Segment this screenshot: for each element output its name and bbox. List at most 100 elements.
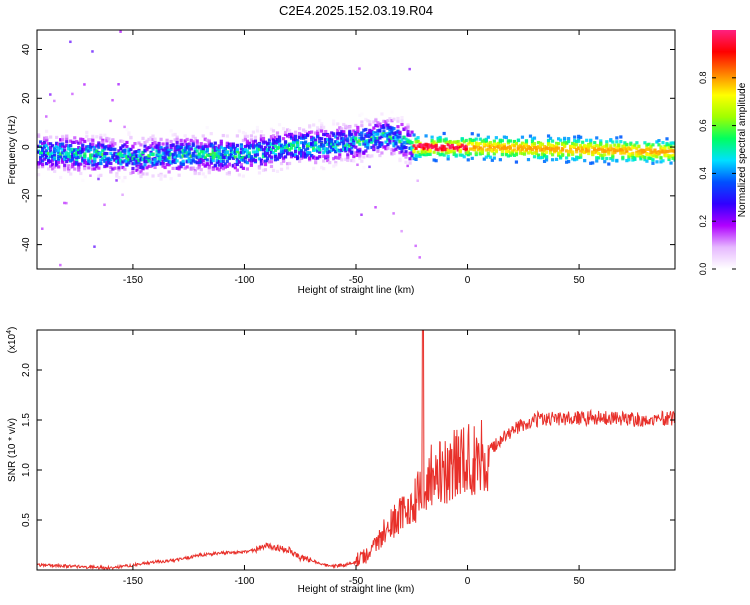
spectrogram-cell	[73, 148, 77, 152]
spectrogram-cell	[239, 143, 243, 147]
spectrogram-cell	[366, 154, 370, 158]
spectrogram-cell	[43, 150, 47, 155]
spectrogram-cell	[613, 150, 617, 155]
spectrogram-cell	[175, 144, 179, 148]
spectrogram-cell	[565, 156, 569, 160]
spectrogram-cell	[167, 163, 171, 167]
spectrogram-cell	[516, 138, 521, 142]
spectrogram-cell	[173, 156, 177, 160]
spectrogram-cell	[440, 145, 444, 149]
spectrogram-cell	[619, 151, 623, 155]
spectrogram-cell	[444, 140, 448, 145]
spectrogram-cell	[105, 152, 109, 156]
spectrogram-cell	[665, 137, 669, 141]
spectrogram-cell	[458, 149, 462, 153]
spectrogram-cell	[145, 166, 149, 170]
spectrogram-cell	[589, 144, 593, 148]
spectrogram-cell	[490, 149, 494, 153]
spectrogram-cell	[81, 143, 85, 147]
spectrogram-cell	[645, 159, 649, 163]
spectrogram-cell	[530, 151, 535, 155]
spectrogram-cell	[454, 153, 458, 157]
spectrogram-cell	[544, 158, 549, 162]
spectrogram-cell	[320, 124, 324, 128]
spectrogram-cell	[185, 160, 189, 164]
spectrogram-cell	[364, 127, 368, 132]
spectrogram-cell	[177, 165, 181, 169]
spectrogram-cell	[563, 143, 567, 147]
spectrogram-cell	[595, 136, 599, 140]
spectrogram-cell	[462, 146, 466, 150]
spectrogram-cell	[207, 140, 211, 144]
spectrogram-cell	[366, 119, 370, 123]
spectrogram-cell	[265, 156, 270, 160]
spectrogram-cell	[187, 156, 191, 161]
spectrogram-cell	[201, 147, 205, 151]
spectrogram-cell	[460, 143, 464, 147]
spectrogram-cell	[446, 154, 450, 158]
spectrogram-cell	[103, 145, 107, 149]
spectrogram-cell	[350, 146, 354, 150]
spectrogram-cell	[59, 138, 63, 142]
spectrogram-cell	[215, 153, 219, 157]
spectrogram-cell	[101, 143, 105, 147]
spectrogram-cell	[87, 144, 91, 149]
spectrogram-cell	[436, 148, 440, 152]
spectrogram-cell	[615, 136, 619, 140]
spectrogram-cell	[332, 157, 336, 161]
spectrogram-cell	[548, 136, 553, 140]
spectrogram-cell	[344, 146, 348, 150]
spectrogram-cell	[201, 134, 205, 138]
spectrogram-cell	[364, 144, 368, 148]
spectrogram-cell	[506, 145, 510, 149]
spectrogram-cell	[261, 148, 266, 152]
spectrogram-cell	[468, 147, 472, 151]
spectrogram-cell	[396, 119, 400, 123]
spectrogram-cell	[271, 143, 276, 148]
spectrogram-cell	[464, 147, 468, 151]
spectrogram-cell	[548, 146, 553, 150]
spectrogram-cell	[298, 135, 302, 140]
spectrogram-cell	[575, 157, 579, 161]
spectrogram-cell	[478, 142, 482, 146]
spectrogram-cell	[91, 153, 95, 157]
spectrogram-noise	[392, 212, 395, 215]
spectrogram-cell	[374, 142, 378, 146]
spectrogram-cell	[410, 146, 414, 150]
spectrogram-cell	[77, 141, 81, 145]
spectrogram-cell	[179, 144, 183, 148]
spectrogram-cell	[400, 122, 404, 127]
spectrogram-cell	[125, 156, 129, 160]
spectrogram-cell	[189, 161, 193, 165]
spectrogram-cell	[382, 124, 386, 128]
spectrogram-cell	[79, 154, 83, 158]
spectrogram-cell	[601, 145, 605, 150]
spectrogram-cell	[372, 137, 376, 141]
spectrogram-cell	[195, 156, 199, 160]
spectrogram-cell	[45, 151, 49, 155]
spectrogram-cell	[488, 145, 492, 149]
spectrogram-cell	[139, 174, 143, 179]
spectrogram-cell	[115, 153, 119, 157]
spectrogram-cell	[37, 144, 41, 148]
spectrogram-cell	[474, 151, 478, 155]
spectrogram-cell	[91, 159, 95, 163]
spectrogram-cell	[275, 169, 280, 173]
spectrogram-cell	[243, 160, 247, 164]
spectrogram-cell	[63, 155, 67, 159]
spectrogram-cell	[466, 158, 470, 162]
colorbar-tick-label: 0.4	[698, 167, 708, 180]
spectrogram-cell	[514, 160, 519, 164]
spectrogram-cell	[593, 141, 597, 145]
spectrogram-cell	[217, 151, 221, 156]
spectrogram-cell	[137, 171, 141, 175]
spectrogram-cell	[61, 138, 65, 142]
spectrogram-cell	[546, 134, 551, 138]
spectrogram-cell	[131, 166, 135, 171]
spectrogram-cell	[241, 158, 245, 162]
spectrogram-cell	[577, 139, 581, 143]
spectrogram-cell	[637, 150, 641, 154]
spectrogram-cell	[133, 162, 137, 166]
spectrogram-cell	[498, 147, 502, 151]
spectrogram-cell	[71, 150, 75, 154]
